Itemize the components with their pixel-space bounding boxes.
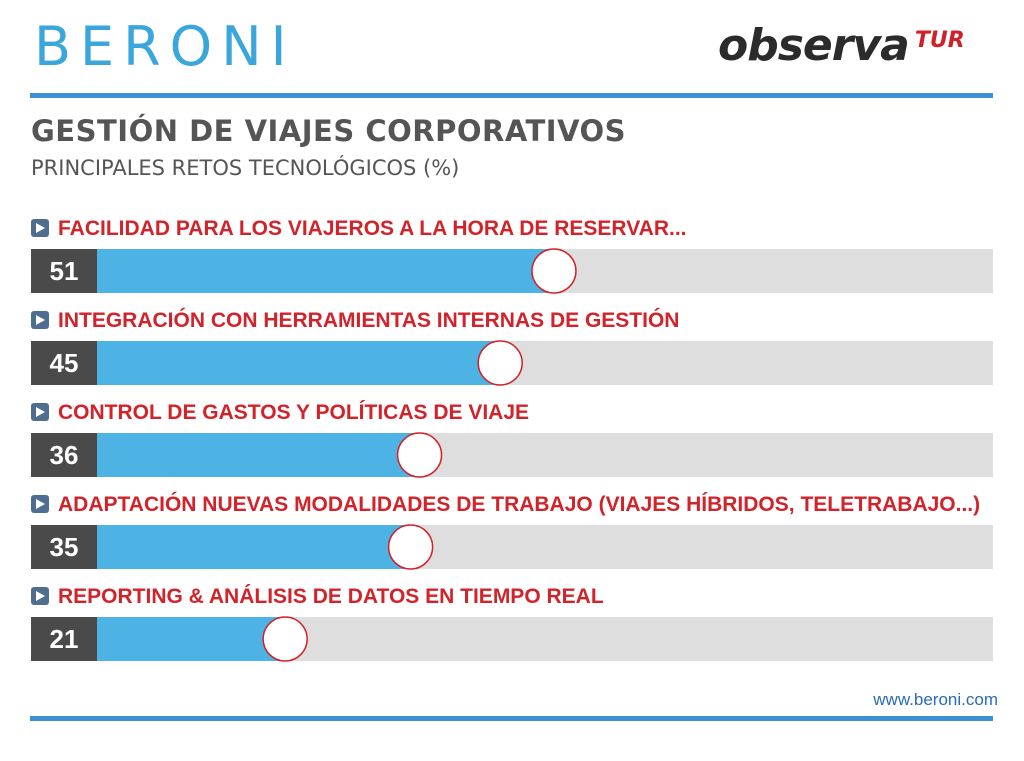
bar-end-marker: [477, 340, 523, 386]
bar-row: FACILIDAD PARA LOS VIAJEROS A LA HORA DE…: [31, 217, 993, 294]
bar-chart: FACILIDAD PARA LOS VIAJEROS A LA HORA DE…: [31, 217, 993, 662]
value-box: [31, 433, 97, 477]
bar-row: CONTROL DE GASTOS Y POLÍTICAS DE VIAJE 36: [31, 401, 993, 478]
value-label: 35: [50, 532, 79, 562]
footer-url[interactable]: www.beroni.com: [873, 690, 998, 709]
value-box: [31, 617, 97, 661]
observatur-logo-sub: TUR: [914, 28, 965, 53]
observatur-logo-main: observa: [718, 20, 910, 71]
value-label: 21: [50, 624, 79, 654]
bar: [97, 617, 286, 661]
bar: [97, 525, 411, 569]
header-divider: [30, 93, 993, 98]
value-label: 45: [50, 348, 79, 378]
value-box: [31, 249, 97, 293]
bar-row: ADAPTACIÓN NUEVAS MODALIDADES DE TRABAJO…: [31, 492, 993, 570]
bar-end-marker: [262, 616, 308, 662]
category-label: FACILIDAD PARA LOS VIAJEROS A LA HORA DE…: [58, 217, 687, 240]
observatur-logo: observa TUR: [718, 20, 965, 72]
category-label: CONTROL DE GASTOS Y POLÍTICAS DE VIAJE: [58, 401, 529, 424]
chart-title: GESTIÓN DE VIAJES CORPORATIVOS: [31, 114, 627, 148]
chart-subtitle: PRINCIPALES RETOS TECNOLÓGICOS (%): [31, 156, 460, 180]
bar-end-marker: [396, 432, 443, 478]
footer-divider: [30, 716, 993, 721]
play-bullet-icon: [31, 495, 49, 513]
bar: [97, 341, 501, 385]
play-bullet-icon: [31, 403, 49, 421]
beroni-logo: BERONI: [34, 15, 296, 78]
category-label: INTEGRACIÓN CON HERRAMIENTAS INTERNAS DE…: [58, 308, 679, 332]
value-box: [31, 525, 97, 569]
bar: [97, 249, 554, 293]
play-bullet-icon: [31, 587, 49, 605]
play-bullet-icon: [31, 311, 49, 329]
play-bullet-icon: [31, 219, 49, 237]
category-label: ADAPTACIÓN NUEVAS MODALIDADES DE TRABAJO…: [58, 492, 980, 516]
bar-row: REPORTING & ANÁLISIS DE DATOS EN TIEMPO …: [31, 585, 993, 662]
bar: [97, 433, 420, 477]
bar-end-marker: [387, 524, 434, 570]
bar-end-marker: [531, 248, 577, 294]
value-label: 36: [50, 440, 79, 470]
value-label: 51: [50, 256, 79, 286]
bar-row: INTEGRACIÓN CON HERRAMIENTAS INTERNAS DE…: [31, 308, 993, 386]
value-box: [31, 341, 97, 385]
category-label: REPORTING & ANÁLISIS DE DATOS EN TIEMPO …: [58, 585, 604, 608]
